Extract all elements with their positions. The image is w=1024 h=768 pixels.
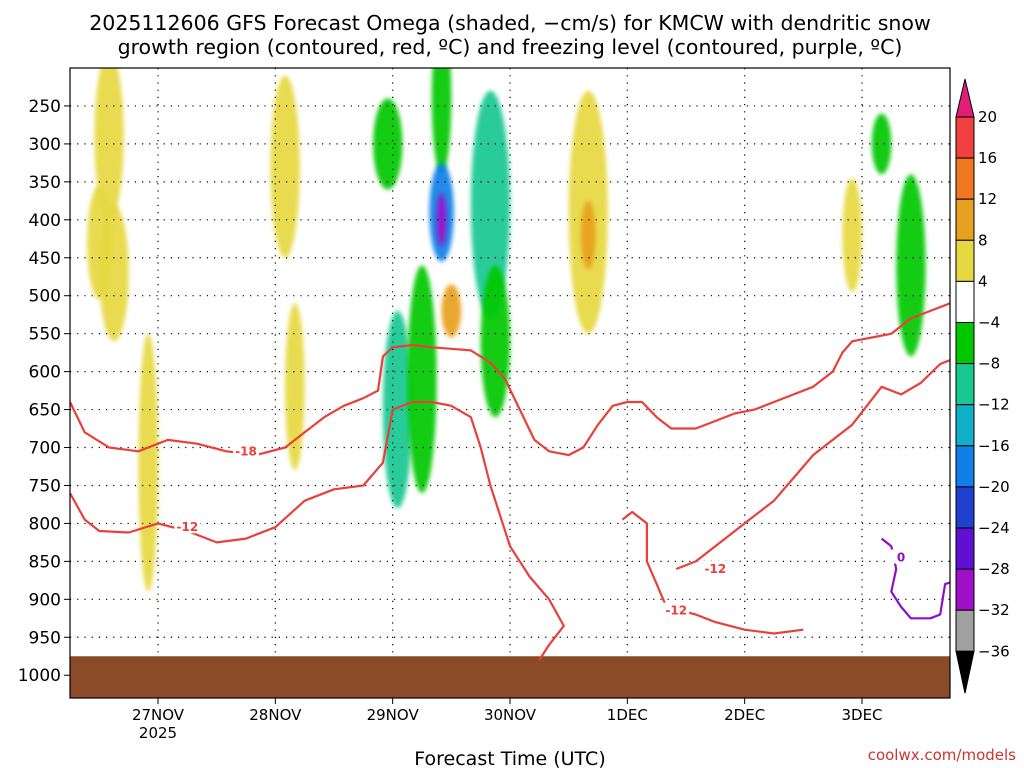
colorbar-swatch-12 [955,568,975,611]
contours: -18 -12 -12 -12 0 [70,302,950,661]
dgz-contour-label-0: -18 [235,444,257,458]
xtick-label-5: 2DEC [724,706,765,724]
colorbar-swatch-8 [955,404,975,447]
colorbar: 20 16 12 8 4 −4 −8 −12 −16 −20 −24 −28 −32 −36 [955,78,1010,694]
colorbar-label-0: 20 [978,108,997,126]
omega-blob-16 [580,200,596,270]
ytick-label-600: 600 [29,363,61,383]
dgz-contour-label-1: -12 [176,520,198,534]
colorbar-swatch-7 [955,363,975,406]
colorbar-label-5: −4 [978,314,1000,332]
omega-blob-14 [480,265,511,418]
omega-blob-11 [436,193,447,247]
ytick-label-450: 450 [29,249,61,269]
freezing-contour-label-0: 0 [897,551,905,565]
omega-blob-3 [138,333,159,592]
ytick-label-1000: 1000 [18,666,61,686]
ground-layer [70,656,950,698]
ytick-label-650: 650 [29,401,61,421]
colorbar-label-9: −20 [978,478,1010,496]
dgz-contour-label-3: -12 [704,562,726,576]
xtick-label-6: 3DEC [841,706,882,724]
colorbar-label-6: −8 [978,355,1000,373]
colorbar-swatch-1 [955,116,975,159]
omega-shading [87,68,926,592]
ytick-label-950: 950 [29,628,61,648]
dgz-label-bg-2 [663,602,690,617]
dgz-label-bg-1 [174,519,201,534]
chart-title-line-1: 2025112606 GFS Forecast Omega (shaded, −… [89,11,930,35]
omega-blob-19 [842,178,862,292]
colorbar-label-12: −32 [978,601,1010,619]
colorbar-label-8: −16 [978,437,1010,455]
colorbar-label-13: −36 [978,642,1010,660]
colorbar-swatch-10 [955,486,975,529]
omega-blob-12 [441,284,462,338]
xtick-label-3: 30NOV [484,706,537,724]
colorbar-swatch-9 [955,445,975,488]
omega-blob-4 [270,75,300,258]
ytick-label-550: 550 [29,325,61,345]
ytick-label-500: 500 [29,287,61,307]
omega-blob-17 [871,113,892,175]
omega-blob-18 [896,174,926,357]
colorbar-swatch-5 [955,280,975,323]
ytick-label-250: 250 [29,97,61,117]
omega-blob-7 [382,310,413,509]
colorbar-swatch-3 [955,198,975,241]
ytick-label-700: 700 [29,439,61,459]
colorbar-bottom-arrow [955,650,975,694]
chart-title-line-2: growth region (contoured, red, ºC) and f… [118,35,903,59]
colorbar-top-arrow [955,78,975,118]
ytick-label-400: 400 [29,211,61,231]
colorbar-swatch-11 [955,527,975,570]
colorbar-label-10: −24 [978,519,1010,537]
xtick-sublabel-0: 2025 [139,724,177,742]
xtick-label-4: 1DEC [607,706,648,724]
freezing-label-bg-0 [888,549,915,564]
colorbar-swatch-6 [955,322,975,365]
omega-blob-9 [431,68,452,175]
colorbar-label-3: 8 [978,231,988,249]
colorbar-label-2: 12 [978,190,997,208]
gridlines [70,68,950,698]
credit-text: coolwx.com/models [868,746,1016,764]
xtick-label-2: 29NOV [367,706,420,724]
dgz-contour-0 [70,302,950,457]
omega-blob-8 [407,265,437,494]
ytick-label-900: 900 [29,590,61,610]
dgz-contour-1 [70,400,565,661]
dgz-label-bg-0 [233,443,259,458]
omega-blob-2 [99,204,129,342]
xtick-label-0: 27NOV [132,706,185,724]
dgz-contour-3 [675,359,950,571]
colorbar-swatch-4 [955,239,975,282]
ytick-label-300: 300 [29,135,61,155]
colorbar-swatch-2 [955,157,975,200]
ytick-label-850: 850 [29,552,61,572]
xtick-label-1: 28NOV [249,706,302,724]
y-axis: 250 300 350 400 450 500 550 600 650 700 750 800 850 9… [18,97,70,686]
plot-area: -18 -12 -12 -12 0 [70,68,950,698]
dgz-label-bg-3 [702,560,729,575]
colorbar-label-4: 4 [978,272,988,290]
colorbar-swatch-13 [955,609,975,652]
colorbar-label-1: 16 [978,149,997,167]
ytick-label-350: 350 [29,173,61,193]
dgz-contour-label-2: -12 [665,604,687,618]
ytick-label-800: 800 [29,514,61,534]
colorbar-label-11: −28 [978,560,1010,578]
x-axis-label: Forecast Time (UTC) [414,748,605,768]
omega-blob-5 [285,303,305,471]
omega-blob-1 [94,68,124,220]
colorbar-label-7: −12 [978,396,1010,414]
omega-blob-13 [470,90,511,319]
ytick-label-750: 750 [29,476,61,496]
